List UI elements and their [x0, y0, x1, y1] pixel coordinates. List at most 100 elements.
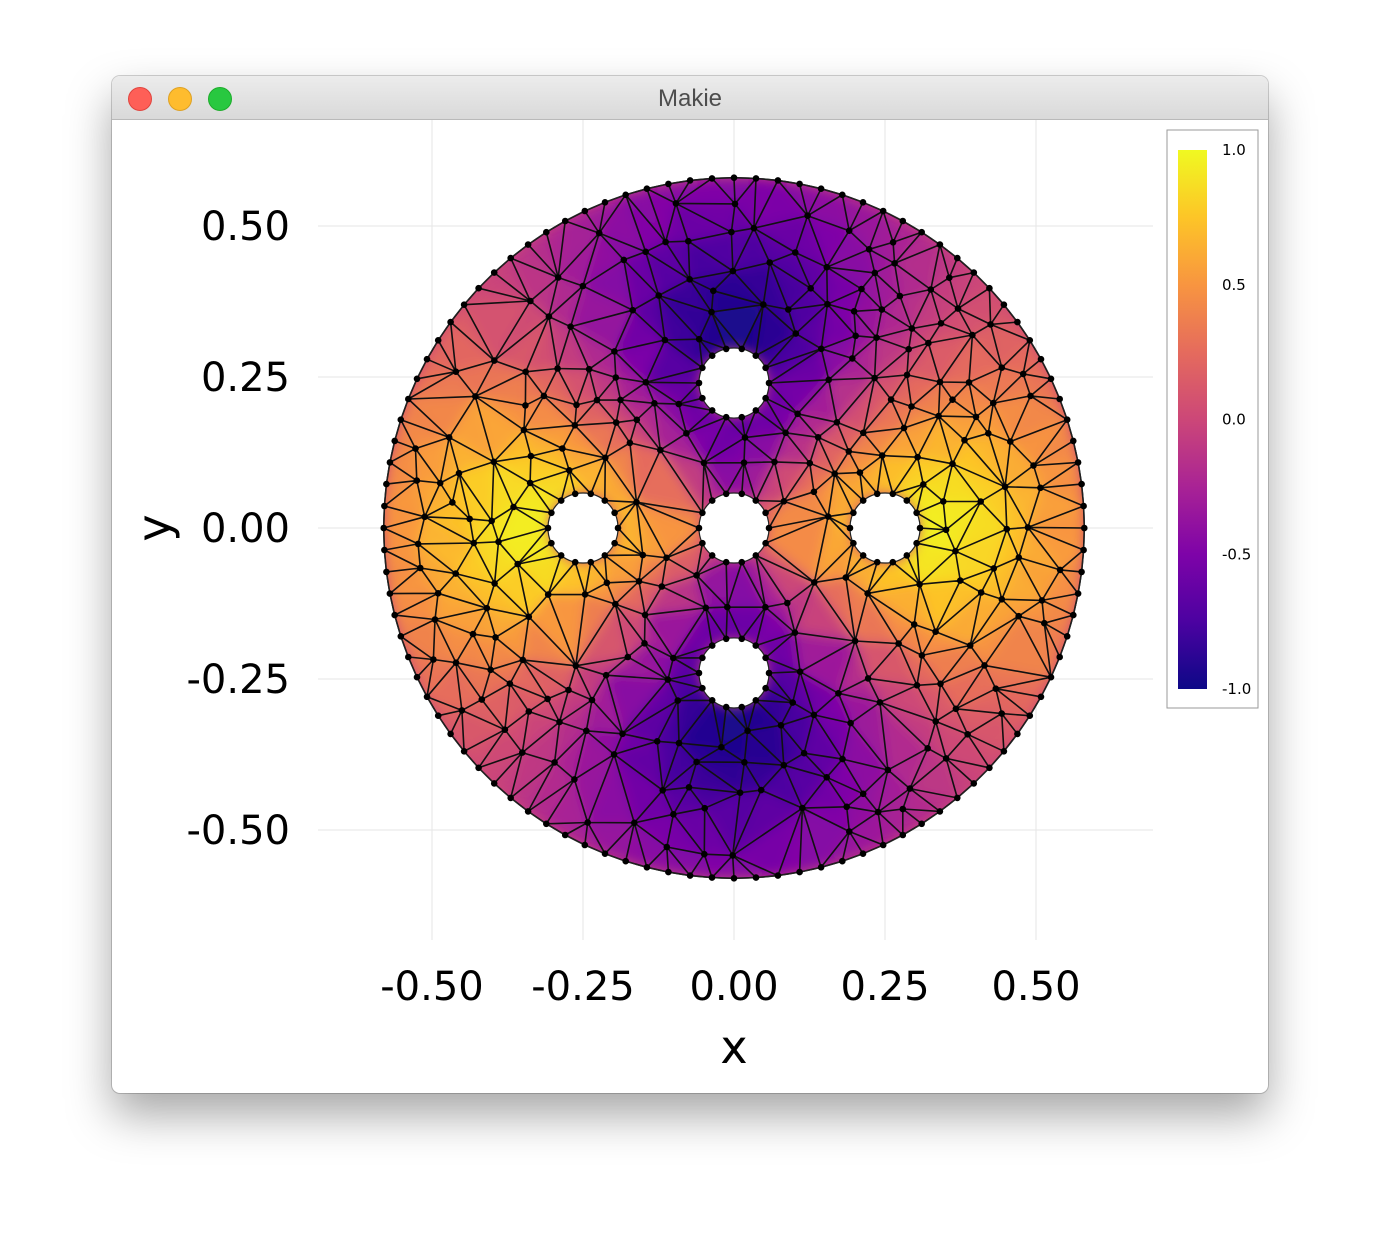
mesh-node [1024, 524, 1032, 531]
mesh-node [483, 604, 491, 612]
mesh-node [878, 306, 886, 313]
y-tick-label: 0.25 [201, 355, 290, 401]
mesh-node [741, 759, 748, 766]
mesh-node [839, 755, 846, 763]
mesh-node [774, 872, 782, 879]
mesh-node [701, 804, 708, 812]
mesh-node [954, 794, 961, 802]
y-tick-label: 0.50 [201, 204, 290, 250]
mesh-node [936, 241, 944, 248]
mesh-node [970, 780, 978, 787]
mesh-node [823, 774, 830, 781]
mesh-node [937, 680, 944, 688]
mesh-node [540, 392, 548, 400]
mesh-node [766, 259, 773, 266]
mesh-hole [698, 347, 770, 419]
mesh-node [839, 191, 846, 199]
mesh-node [895, 640, 902, 647]
mesh-node [859, 790, 867, 798]
mesh-node [686, 177, 694, 184]
mesh-node [626, 439, 634, 447]
mesh-node [918, 652, 926, 659]
mesh-node [722, 703, 730, 711]
mesh-node [899, 831, 907, 839]
y-tick-label: -0.25 [187, 657, 291, 703]
mesh-node [430, 656, 437, 663]
mesh-node [823, 263, 831, 271]
mesh-node [561, 217, 569, 225]
mesh-node [631, 819, 638, 827]
colorbar-gradient [1178, 150, 1207, 689]
mesh-node [381, 546, 388, 554]
mesh-node [811, 579, 818, 586]
mesh-node [445, 434, 453, 441]
mesh-node [478, 696, 486, 703]
mesh-node [651, 400, 658, 407]
mesh-node [701, 850, 708, 858]
mesh-node [843, 803, 850, 811]
mesh-node [992, 685, 1000, 692]
mesh-node [1014, 730, 1021, 738]
mesh-node [889, 490, 897, 498]
mesh-node [693, 572, 700, 579]
title-bar[interactable]: Makie [112, 76, 1268, 120]
mesh-node [780, 761, 788, 769]
mesh-node [908, 403, 915, 410]
figure-canvas[interactable]: -0.50 -0.25 0.00 0.25 0.50 0.50 0.25 0.00 -0.25… [112, 76, 1268, 1093]
mesh-node [859, 850, 867, 857]
mesh-node [824, 300, 831, 308]
mesh-node [434, 712, 442, 719]
mesh-node [695, 524, 703, 532]
mesh-node [865, 246, 873, 253]
mesh-node [412, 445, 419, 452]
mesh-node [792, 330, 800, 337]
mesh-node [722, 635, 730, 643]
mesh-node [611, 539, 618, 547]
mesh-hole [849, 492, 921, 564]
x-tick-label: 0.25 [840, 964, 929, 1010]
mesh-node [918, 228, 925, 236]
mesh-node [744, 727, 751, 735]
mesh-node [602, 671, 610, 679]
mesh-node [695, 669, 703, 677]
mesh-node [501, 726, 509, 733]
zoom-button[interactable] [208, 87, 232, 111]
y-tick-label: -0.50 [187, 808, 291, 854]
mesh-node [1041, 619, 1048, 627]
mesh-node [850, 509, 857, 517]
mesh-node [1047, 375, 1055, 383]
mesh-node [469, 630, 477, 638]
close-button[interactable] [128, 87, 152, 111]
mesh-node [633, 416, 641, 424]
mesh-node [1037, 693, 1045, 701]
mesh-node [990, 399, 997, 407]
mesh-node [475, 284, 482, 292]
x-tick-label: -0.25 [531, 964, 635, 1010]
x-axis-label: x [720, 1020, 747, 1074]
mesh-node [421, 513, 429, 521]
mesh-node [1063, 416, 1071, 424]
mesh-node [906, 785, 914, 792]
mesh-node [386, 459, 394, 466]
mesh-node [777, 722, 785, 729]
mesh-node [913, 682, 921, 689]
mesh-node [699, 684, 706, 692]
mesh-node [641, 640, 648, 647]
mesh-node [757, 786, 765, 794]
mesh-node [460, 748, 468, 755]
mesh-node [864, 590, 871, 597]
x-tick-label: 0.50 [991, 964, 1080, 1010]
colorbar: 1.0 0.5 0.0 -0.5 -1.0 [1166, 129, 1259, 709]
mesh-node [762, 509, 769, 517]
mesh-node [507, 794, 514, 802]
mesh-node [998, 596, 1006, 603]
minimize-button[interactable] [168, 87, 192, 111]
mesh-node [1037, 484, 1044, 492]
mesh-node [1056, 395, 1063, 403]
mesh-node [695, 379, 703, 387]
mesh-node [507, 254, 514, 262]
mesh-node [708, 552, 716, 559]
mesh-node [551, 759, 558, 766]
mesh-node [487, 666, 494, 674]
mesh-node [981, 662, 988, 669]
